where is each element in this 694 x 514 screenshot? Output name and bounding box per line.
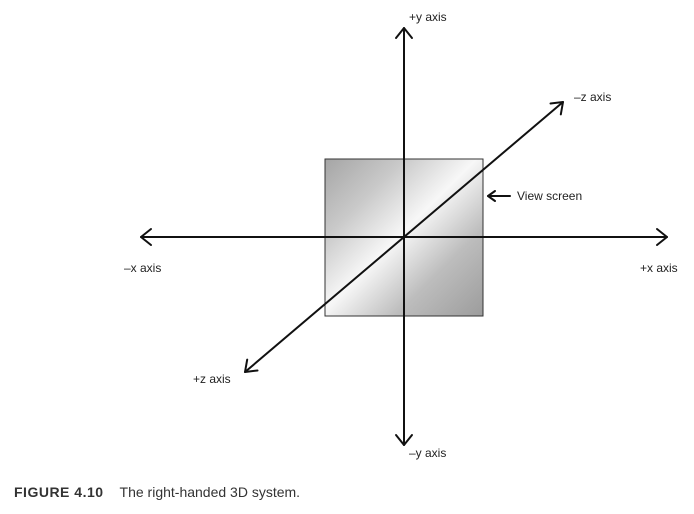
view-screen-pointer: [487, 190, 511, 202]
x-neg-arrowhead: [140, 228, 152, 246]
z-pos-arrowhead: [244, 358, 259, 373]
view-screen-label: View screen: [517, 189, 582, 203]
y-pos-label: +y axis: [409, 10, 447, 24]
figure-caption: FIGURE 4.10 The right-handed 3D system.: [14, 484, 300, 500]
x-pos-arrowhead: [656, 228, 668, 246]
z-neg-label: –z axis: [574, 90, 611, 104]
y-pos-arrowhead: [395, 27, 413, 39]
z-neg-arrowhead: [549, 101, 564, 116]
z-axis: [244, 101, 564, 373]
z-pos-label: +z axis: [193, 372, 231, 386]
y-neg-arrowhead: [395, 434, 413, 446]
figure-number: FIGURE 4.10: [14, 484, 104, 500]
x-pos-label: +x axis: [640, 261, 678, 275]
x-neg-label: –x axis: [124, 261, 161, 275]
figure-caption-text: The right-handed 3D system.: [119, 484, 301, 500]
y-neg-label: –y axis: [409, 446, 446, 460]
